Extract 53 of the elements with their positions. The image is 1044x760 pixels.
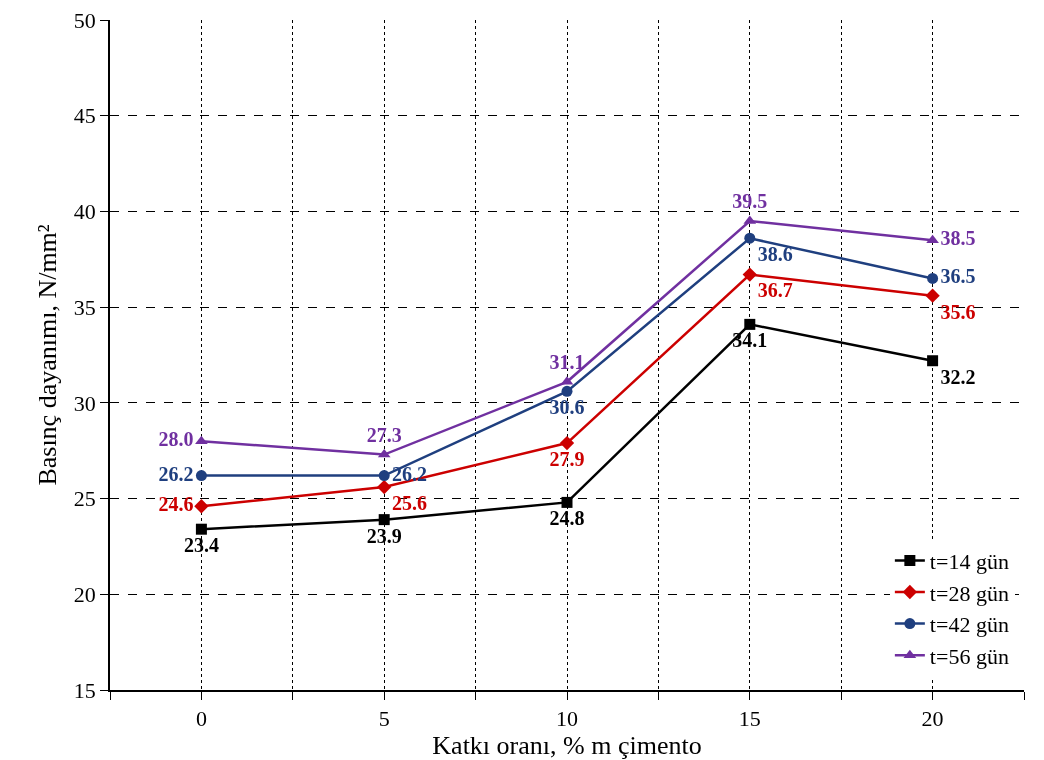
x-tick-label: 15 (738, 706, 761, 732)
legend-label: t=56 gün (929, 643, 1009, 669)
x-tick-label: 10 (556, 706, 578, 732)
data-label: 38.5 (940, 227, 976, 250)
point (742, 267, 757, 282)
point (744, 232, 756, 244)
data-label: 36.7 (757, 279, 793, 302)
y-tick-label: 50 (73, 7, 96, 33)
point (744, 318, 756, 330)
x-tick-label: 5 (378, 706, 390, 732)
data-label: 27.9 (549, 447, 585, 470)
data-label: 36.5 (940, 265, 976, 288)
point (378, 514, 390, 526)
y-tick-label: 15 (73, 677, 96, 703)
point (927, 272, 939, 284)
y-tick-label: 20 (73, 581, 96, 607)
point (561, 385, 573, 397)
data-label: 39.5 (732, 190, 768, 213)
point (559, 435, 575, 451)
data-label: 25.6 (392, 491, 428, 514)
y-tick-label: 45 (73, 103, 96, 129)
x-tick-label: 20 (921, 706, 944, 732)
data-label: 35.6 (940, 300, 976, 323)
y-tick-label: 30 (73, 390, 96, 416)
legend-label: t=42 gün (929, 612, 1009, 638)
point (194, 499, 209, 514)
data-label: 23.4 (183, 534, 219, 557)
data-label: 26.2 (392, 462, 428, 485)
y-tick-label: 25 (73, 486, 96, 512)
point (561, 496, 573, 508)
data-label: 38.6 (757, 243, 793, 266)
point (378, 470, 390, 482)
data-label: 28.0 (158, 428, 194, 451)
data-label: 32.2 (940, 365, 976, 388)
data-label: 23.9 (366, 524, 402, 547)
point (927, 355, 939, 367)
data-label: 24.8 (549, 507, 585, 530)
legend-label: t=28 gün (929, 580, 1009, 606)
y-axis-title: Basınç dayanımı, N/mm² (32, 224, 62, 486)
legend-label: t=14 gün (929, 548, 1009, 574)
point (377, 479, 392, 495)
point (925, 288, 940, 303)
y-tick-label: 35 (73, 294, 96, 320)
data-label: 24.6 (158, 493, 194, 516)
y-tick-label: 40 (73, 199, 96, 225)
x-tick-label: 0 (195, 706, 207, 732)
data-label: 31.1 (549, 350, 585, 373)
x-axis-title: Katkı oranı, % m çimento (432, 731, 702, 760)
point (195, 523, 207, 535)
data-label: 30.6 (549, 396, 585, 419)
data-label: 27.3 (366, 423, 402, 446)
data-label: 26.2 (158, 462, 194, 485)
point (195, 470, 207, 482)
